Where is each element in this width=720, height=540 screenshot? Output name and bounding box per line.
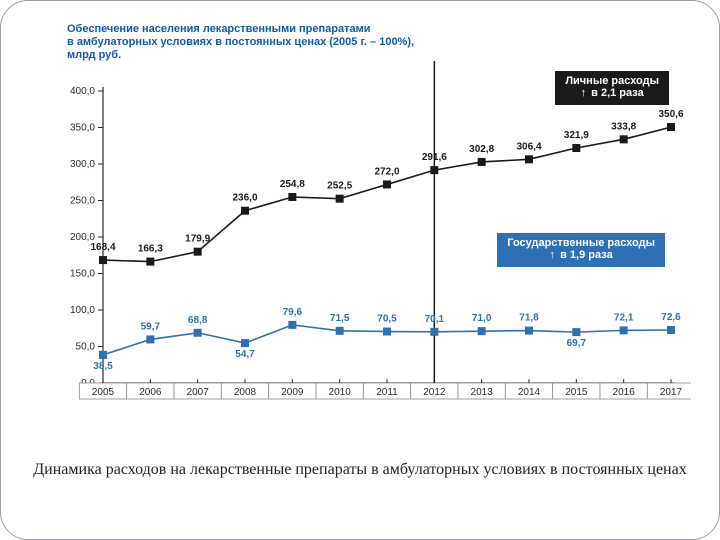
- series-marker: [667, 123, 675, 131]
- series-marker: [146, 258, 154, 266]
- data-label: 252,5: [327, 181, 352, 192]
- series-marker: [383, 180, 391, 188]
- data-label: 59,7: [141, 321, 161, 332]
- y-tick-label: 150,0: [70, 269, 95, 280]
- series-marker: [478, 327, 486, 335]
- series-marker: [525, 327, 533, 335]
- series-marker: [146, 335, 154, 343]
- data-label: 272,0: [374, 166, 399, 177]
- data-label: 54,7: [235, 349, 255, 360]
- series-marker: [572, 144, 580, 152]
- data-label: 68,8: [188, 315, 208, 326]
- x-category-label: 2016: [613, 387, 636, 398]
- series-marker: [288, 193, 296, 201]
- x-category-label: 2015: [565, 387, 588, 398]
- series-marker: [99, 256, 107, 264]
- data-label: 333,8: [611, 121, 636, 132]
- x-category-label: 2011: [376, 387, 398, 398]
- chart-svg: 0,050,0100,0150,0200,0250,0300,0350,0400…: [31, 23, 691, 433]
- data-label: 254,8: [280, 179, 305, 190]
- data-label: 69,7: [567, 338, 587, 349]
- chart-container: Обеспечение населения лекарственными пре…: [31, 23, 691, 433]
- x-category-label: 2008: [234, 387, 257, 398]
- data-label: 71,0: [472, 313, 492, 324]
- x-category-label: 2012: [423, 387, 446, 398]
- y-tick-label: 400,0: [70, 86, 95, 97]
- series-marker: [620, 135, 628, 143]
- x-category-label: 2013: [471, 387, 494, 398]
- figure-caption: Динамика расходов на лекарственные препа…: [1, 461, 719, 479]
- data-label: 306,4: [516, 141, 541, 152]
- x-category-label: 2005: [92, 387, 115, 398]
- data-label: 70,1: [425, 314, 445, 325]
- series-marker: [430, 166, 438, 174]
- data-label: 350,6: [658, 109, 683, 120]
- y-tick-label: 100,0: [70, 305, 95, 316]
- series-marker: [194, 248, 202, 256]
- series-marker: [478, 158, 486, 166]
- data-label: 179,9: [185, 234, 210, 245]
- y-tick-label: 300,0: [70, 159, 95, 170]
- data-label: 166,3: [138, 244, 163, 255]
- y-tick-label: 250,0: [70, 196, 95, 207]
- series-marker: [620, 326, 628, 334]
- data-label: 38,5: [93, 361, 113, 372]
- data-label: 302,8: [469, 144, 494, 155]
- series-marker: [241, 207, 249, 215]
- data-label: 236,0: [232, 193, 257, 204]
- slide-frame: Обеспечение населения лекарственными пре…: [0, 0, 720, 540]
- x-category-label: 2014: [518, 387, 541, 398]
- data-label: 72,6: [661, 312, 681, 323]
- y-tick-label: 350,0: [70, 123, 95, 134]
- data-label: 71,8: [519, 313, 539, 324]
- data-label: 291,6: [422, 152, 447, 163]
- x-category-label: 2007: [187, 387, 210, 398]
- x-category-label: 2009: [281, 387, 304, 398]
- series-marker: [572, 328, 580, 336]
- data-label: 321,9: [564, 130, 589, 141]
- series-marker: [194, 329, 202, 337]
- x-category-label: 2006: [139, 387, 162, 398]
- data-label: 70,5: [377, 314, 397, 325]
- data-label: 79,6: [283, 307, 303, 318]
- data-label: 168,4: [90, 242, 115, 253]
- series-marker: [430, 328, 438, 336]
- series-marker: [99, 351, 107, 359]
- x-category-label: 2017: [660, 387, 683, 398]
- series-marker: [336, 195, 344, 203]
- series-marker: [241, 339, 249, 347]
- data-label: 72,1: [614, 312, 634, 323]
- series-marker: [288, 321, 296, 329]
- series-marker: [336, 327, 344, 335]
- y-tick-label: 50,0: [76, 342, 96, 353]
- series-marker: [525, 155, 533, 163]
- figure-caption-text: Динамика расходов на лекарственные препа…: [33, 461, 686, 478]
- series-marker: [667, 326, 675, 334]
- series-marker: [383, 328, 391, 336]
- data-label: 71,5: [330, 313, 350, 324]
- x-category-label: 2010: [329, 387, 352, 398]
